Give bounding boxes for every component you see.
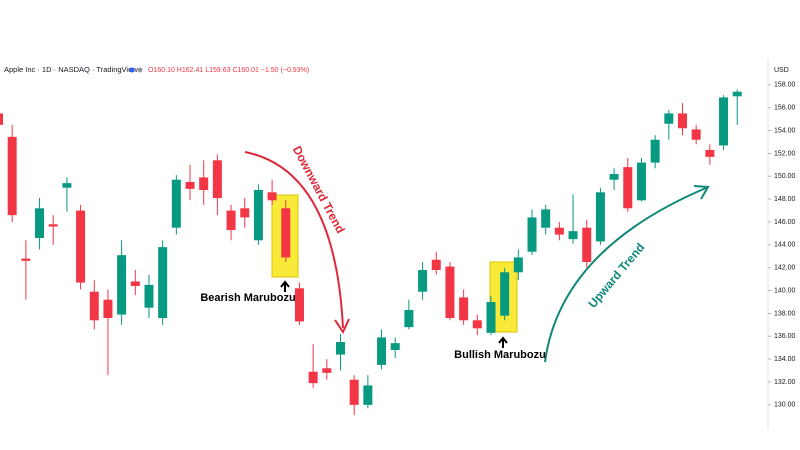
y-tick-label: 142.00 xyxy=(774,265,796,272)
candle-body xyxy=(349,379,359,405)
candle-body xyxy=(253,190,263,241)
candle-body xyxy=(609,174,619,180)
candle-body xyxy=(171,179,181,228)
candle-body xyxy=(418,270,428,292)
y-tick-label: 140.00 xyxy=(774,287,796,294)
candle-body xyxy=(336,342,345,355)
candle-body xyxy=(267,192,277,201)
candle-body xyxy=(199,177,209,190)
candle-body xyxy=(541,209,551,228)
trend-arrow xyxy=(544,187,707,363)
chart-title: Apple Inc · 1D · NASDAQ · TradingView xyxy=(4,65,138,74)
candle-body xyxy=(582,227,592,262)
candle-body xyxy=(158,247,168,318)
candle-body xyxy=(719,97,729,146)
y-tick-label: 154.00 xyxy=(774,127,796,134)
candle-body xyxy=(226,210,236,230)
pointer-arrow xyxy=(498,336,508,348)
candle-body xyxy=(636,162,646,201)
y-tick-label: 138.00 xyxy=(774,310,796,317)
icon xyxy=(129,67,135,73)
y-tick-label: 134.00 xyxy=(774,356,796,363)
candle-body xyxy=(281,208,291,258)
y-tick-label: 150.00 xyxy=(774,173,796,180)
candle-body xyxy=(568,231,578,240)
candle-body xyxy=(21,258,31,261)
arrow-head xyxy=(693,185,710,200)
candle-body xyxy=(664,113,674,124)
candle-body xyxy=(240,208,250,218)
candle-body xyxy=(0,113,3,125)
candle-body xyxy=(431,259,441,270)
candle-body xyxy=(130,281,140,286)
pointer-arrow xyxy=(280,280,290,292)
candle-body xyxy=(390,343,400,350)
icon xyxy=(137,67,143,73)
candle-body xyxy=(308,371,318,384)
candle-body xyxy=(678,113,687,129)
annotation: Bullish Marubozu xyxy=(454,349,546,361)
candle-body xyxy=(35,208,45,238)
candle-body xyxy=(7,136,17,216)
candle-body xyxy=(404,310,414,328)
candle-body xyxy=(705,150,715,157)
candle-body xyxy=(294,288,304,322)
candle-body xyxy=(554,227,564,235)
candle-body xyxy=(486,302,496,333)
y-tick-label: 136.00 xyxy=(774,333,796,340)
candle-body xyxy=(185,182,195,189)
candle-body xyxy=(623,167,633,209)
y-tick-label: 144.00 xyxy=(774,242,796,249)
y-tick-label: 158.00 xyxy=(774,82,796,89)
candle-body xyxy=(89,291,99,321)
y-tick-label: 146.00 xyxy=(774,219,796,226)
candle-body xyxy=(363,385,373,405)
candle-body xyxy=(459,297,469,321)
candle-body xyxy=(732,91,742,97)
candle-body xyxy=(322,368,332,373)
candle-body xyxy=(103,299,113,318)
candle-body xyxy=(62,183,72,188)
candle-body xyxy=(445,266,455,318)
ohlc-legend: O160.10 H162.41 L159.63 C160.01 −1.50 (−… xyxy=(148,67,309,74)
candle-body xyxy=(76,210,86,283)
candle-body xyxy=(377,337,387,365)
candle-body xyxy=(212,160,222,198)
candle-body xyxy=(48,224,58,227)
y-tick-label: 156.00 xyxy=(774,105,796,112)
currency: USD xyxy=(774,67,789,74)
candle-body xyxy=(117,255,127,315)
candle-body xyxy=(144,284,154,308)
annotation: Bearish Marubozu xyxy=(200,292,295,304)
candle-body xyxy=(513,257,523,273)
candle-body xyxy=(691,129,701,140)
arrow-head xyxy=(334,318,350,335)
y-tick-label: 132.00 xyxy=(774,379,796,386)
y-tick-label: 130.00 xyxy=(774,402,796,409)
candle-body xyxy=(595,192,605,242)
y-tick-label: 152.00 xyxy=(774,150,796,157)
candle-body xyxy=(650,139,660,163)
y-tick-label: 148.00 xyxy=(774,196,796,203)
candle-body xyxy=(472,320,482,329)
candle-body xyxy=(527,217,537,252)
trend-arrow xyxy=(244,151,344,329)
candle-body xyxy=(500,272,510,316)
